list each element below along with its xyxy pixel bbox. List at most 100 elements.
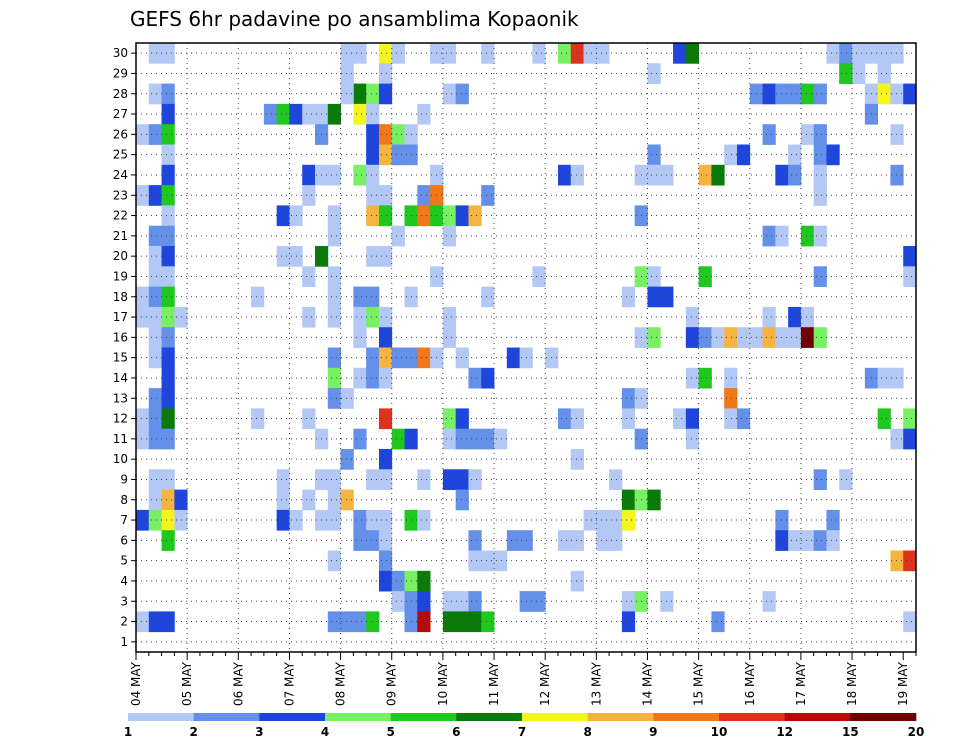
heatmap-cell	[762, 591, 776, 612]
heatmap-cell	[353, 43, 367, 64]
heatmap-cell	[327, 347, 341, 369]
heatmap-cells	[136, 43, 917, 633]
heatmap-cell	[647, 286, 661, 308]
heatmap-cell	[570, 408, 584, 430]
x-tick-label: 10 MAY	[436, 661, 450, 706]
heatmap-cell	[276, 469, 290, 490]
heatmap-cell	[174, 306, 188, 328]
heatmap-cell	[570, 530, 584, 551]
heatmap-cell	[698, 327, 712, 348]
heatmap-cell	[442, 408, 457, 430]
heatmap-cell	[442, 327, 457, 348]
heatmap-cell	[353, 286, 367, 308]
heatmap-cell	[839, 63, 853, 84]
y-tick-label: 28	[113, 87, 128, 101]
heatmap-cell	[903, 266, 917, 287]
heatmap-cell	[366, 286, 380, 308]
heatmap-cell	[353, 327, 367, 348]
y-tick-label: 11	[113, 432, 128, 446]
heatmap-cell	[724, 367, 738, 389]
heatmap-cell	[468, 611, 482, 633]
heatmap-cell	[391, 124, 405, 145]
heatmap-cell	[148, 246, 162, 267]
heatmap-cell	[609, 509, 623, 531]
heatmap-cell	[148, 286, 162, 308]
y-tick-label: 14	[113, 371, 128, 385]
heatmap-cell	[903, 246, 917, 267]
legend-swatch	[193, 713, 260, 721]
heatmap-cell	[813, 327, 827, 348]
heatmap-cell	[161, 530, 175, 551]
heatmap-cell	[302, 103, 316, 125]
heatmap-cell	[852, 43, 866, 64]
heatmap-cell	[596, 509, 610, 531]
heatmap-cell	[366, 205, 380, 227]
grid-lines	[136, 43, 916, 652]
heatmap-cell	[148, 225, 162, 247]
heatmap-cell	[647, 144, 661, 166]
heatmap-cell	[839, 469, 853, 490]
heatmap-cell	[327, 286, 341, 308]
y-tick-label: 1	[120, 635, 128, 649]
heatmap-cell	[877, 408, 891, 430]
heatmap-cell	[327, 388, 341, 409]
heatmap-cell	[327, 509, 341, 531]
heatmap-cell	[442, 225, 457, 247]
heatmap-cell	[161, 428, 175, 450]
legend-level-label: 10	[711, 725, 728, 739]
heatmap-cell	[788, 164, 802, 186]
heatmap-cell	[442, 43, 457, 64]
heatmap-cell	[685, 428, 700, 450]
heatmap-cell	[148, 83, 162, 105]
x-tick-label: 13 MAY	[589, 661, 603, 706]
heatmap-cell	[596, 43, 610, 64]
heatmap-cell	[378, 43, 393, 64]
heatmap-cell	[570, 43, 584, 64]
legend-level-label: 6	[452, 725, 460, 739]
heatmap-cell	[353, 611, 367, 633]
y-tick-label: 18	[113, 290, 128, 304]
heatmap-cell	[378, 408, 393, 430]
heatmap-cell	[378, 469, 393, 490]
heatmap-cell	[353, 530, 367, 551]
heatmap-cell	[596, 530, 610, 551]
heatmap-cell	[327, 205, 341, 227]
heatmap-cell	[251, 286, 265, 308]
heatmap-cell	[647, 63, 661, 84]
y-tick-label: 19	[113, 269, 128, 283]
plot-frame	[135, 42, 917, 653]
x-tick-label: 15 MAY	[692, 661, 706, 706]
heatmap-cell	[621, 408, 636, 430]
heatmap-cell	[174, 489, 188, 511]
heatmap-cell	[417, 205, 431, 227]
legend-level-label: 7	[518, 725, 526, 739]
heatmap-cell	[148, 469, 162, 490]
heatmap-cell	[468, 367, 482, 389]
x-axis: 04 MAY 05 MAY 06 MAY 07 MAY 08 MAY 09 MAY 10 M…	[129, 652, 917, 706]
heatmap-cell	[442, 591, 457, 612]
legend-level-label: 8	[583, 725, 591, 739]
heatmap-cell	[813, 83, 827, 105]
heatmap-cell	[455, 591, 469, 612]
heatmap-cell	[506, 347, 521, 369]
y-tick-label: 3	[120, 594, 128, 608]
heatmap-cell	[621, 388, 636, 409]
legend-level-label: 3	[255, 725, 263, 739]
heatmap-cell	[877, 43, 891, 64]
heatmap-cell	[161, 469, 175, 490]
heatmap-cell	[852, 63, 866, 84]
heatmap-cell	[391, 591, 405, 612]
heatmap-cell	[455, 347, 469, 369]
legend-level-label: 5	[386, 725, 394, 739]
heatmap-cell	[762, 83, 776, 105]
legend-swatch	[128, 713, 194, 721]
x-tick-label: 14 MAY	[640, 661, 654, 706]
heatmap-cell	[826, 43, 840, 64]
heatmap-cell	[353, 83, 367, 105]
heatmap-cell	[813, 144, 827, 166]
y-tick-label: 30	[113, 46, 128, 60]
heatmap-cell	[698, 266, 712, 287]
chart-title: GEFS 6hr padavine po ansamblima Kopaonik	[130, 7, 579, 31]
heatmap-cell	[161, 266, 175, 287]
heatmap-cell	[800, 530, 815, 551]
